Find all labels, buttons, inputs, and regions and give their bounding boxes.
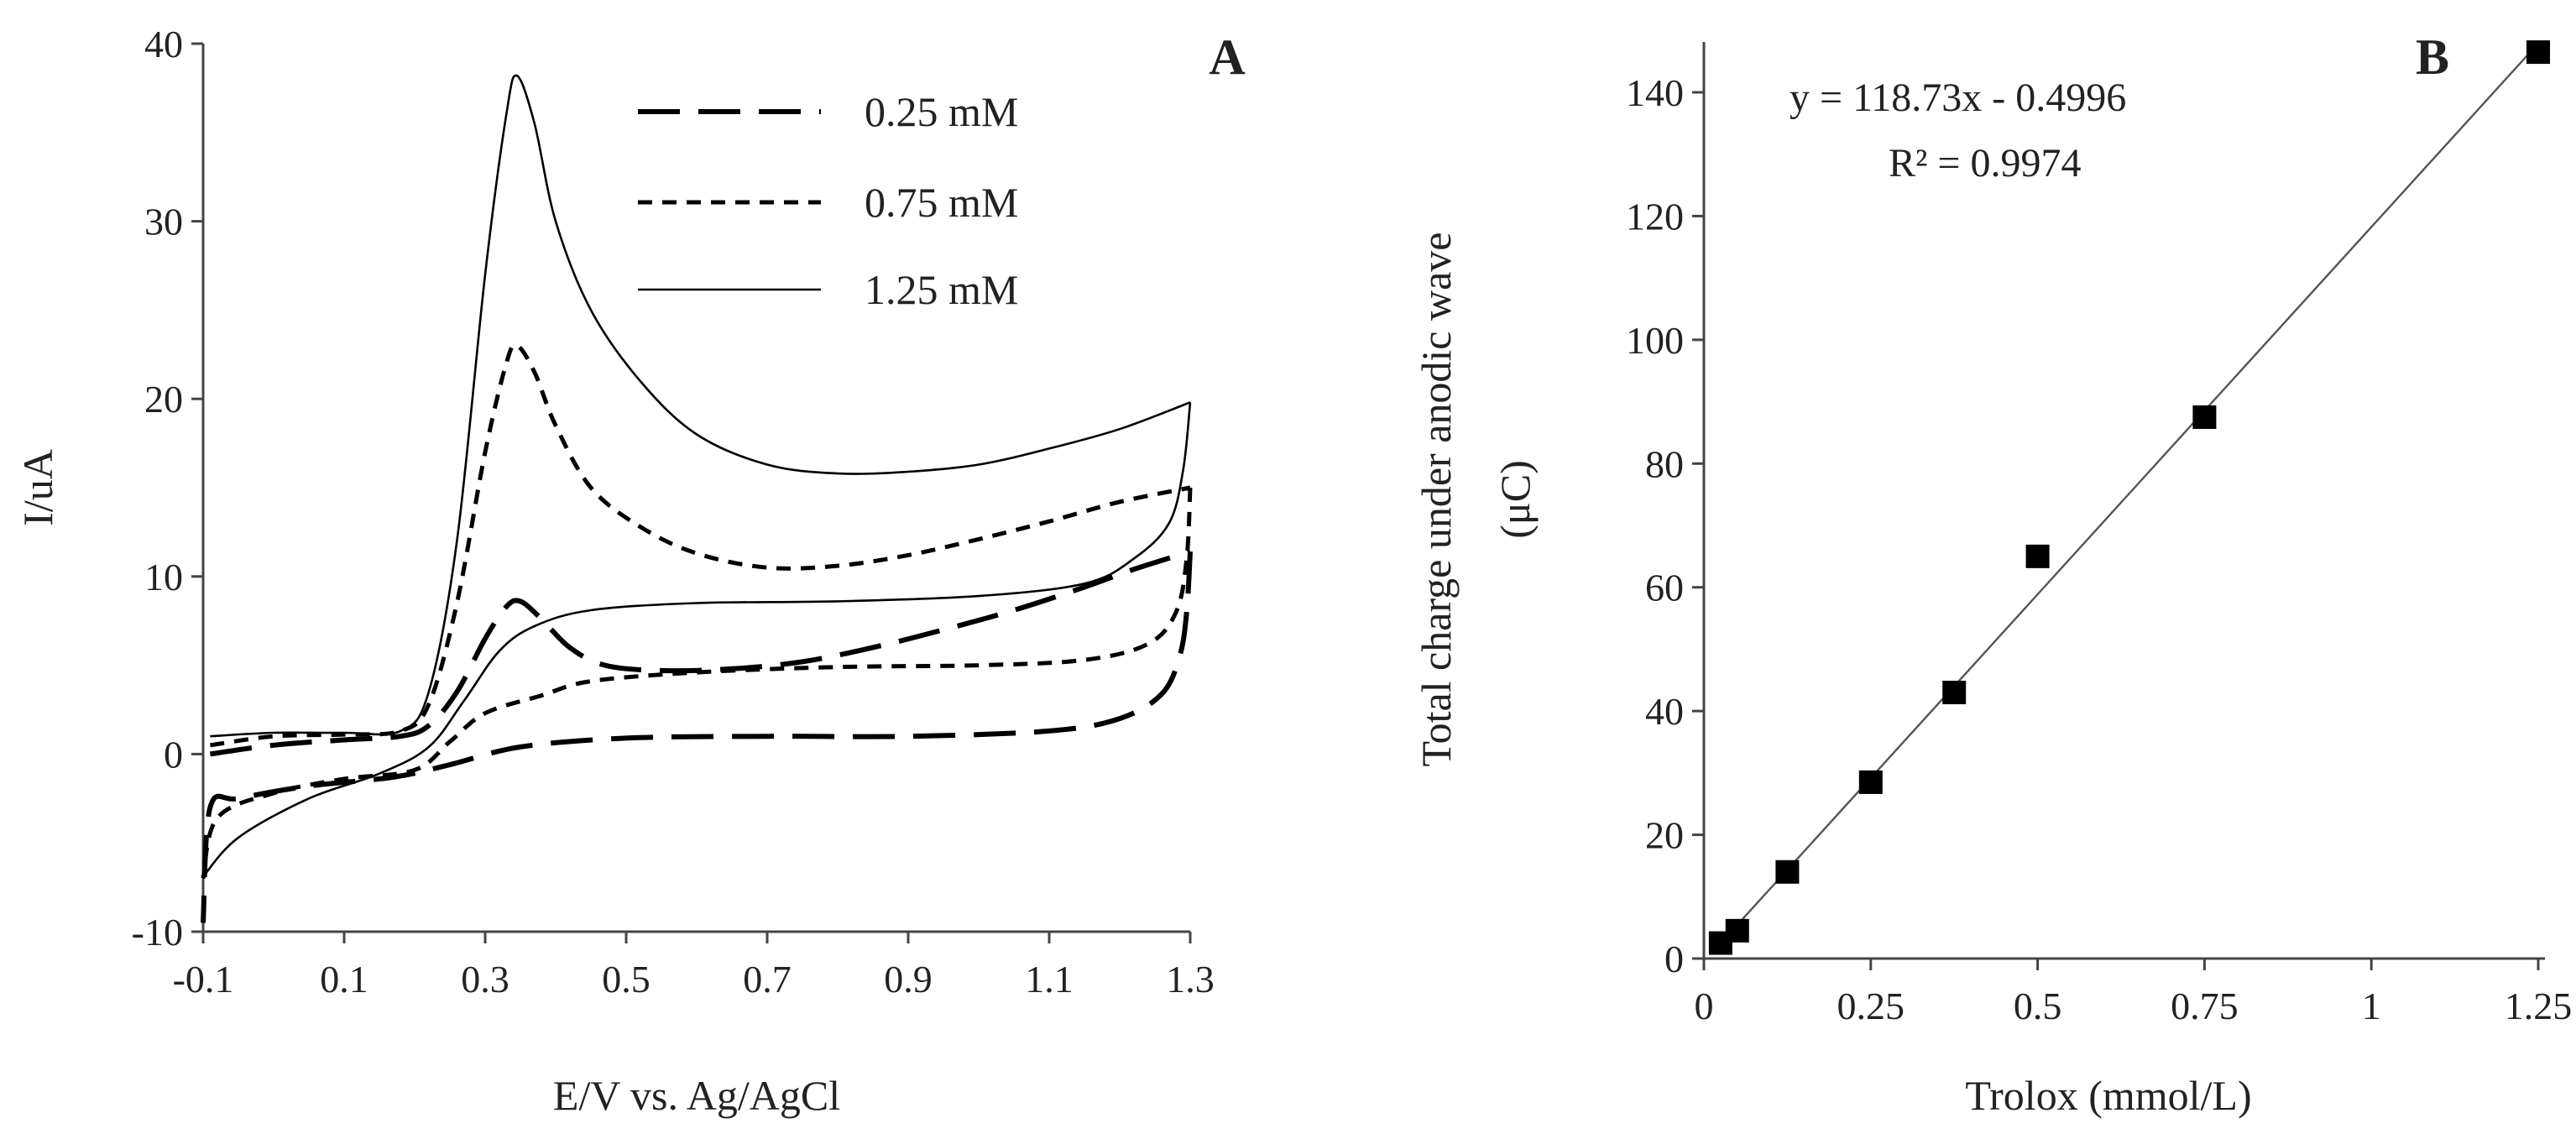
legend-label-1.25mM: 1.25 mM xyxy=(865,266,1018,313)
panel-b-y-tick-label: 120 xyxy=(1626,195,1684,238)
panel-b-x-title: Trolox (mmol/L) xyxy=(1965,1072,2251,1119)
panel-b-x-tick-label: 0.25 xyxy=(1837,985,1905,1027)
panel-a-x-tick-label: -0.1 xyxy=(173,958,234,1001)
panel-b-x-tick-label: 1.25 xyxy=(2505,985,2573,1027)
panel-b-x-tick-label: 0.75 xyxy=(2171,985,2239,1027)
panel-a-y-title: I/uA xyxy=(14,449,61,526)
cv-series-1.25mM xyxy=(202,74,1192,878)
data-point xyxy=(1942,681,1967,705)
data-point xyxy=(2192,405,2217,429)
panel-b-y-tick-label: 80 xyxy=(1645,442,1684,485)
data-point xyxy=(2526,40,2550,65)
panel-a-legend: 0.25 mM 0.75 mM 1.25 mM xyxy=(638,88,1018,313)
panel-a-y-tick-label: 10 xyxy=(144,556,183,598)
panel-a-x-tick-label: 0.1 xyxy=(320,958,368,1001)
panel-a-y-tick-label: 20 xyxy=(144,378,183,421)
trendline xyxy=(1716,42,2539,948)
panel-b-y-tick-label: 60 xyxy=(1645,567,1684,609)
panel-a-x-tick-label: 0.9 xyxy=(884,958,933,1001)
panel-a-y-tick-label: -10 xyxy=(132,911,183,954)
panel-a-y-tick-label: 40 xyxy=(144,23,183,65)
legend-label-0.25mM: 0.25 mM xyxy=(865,88,1018,135)
panel-a-letter: A xyxy=(1209,29,1245,85)
trendline-equation: y = 118.73x - 0.4996 xyxy=(1790,76,2126,120)
panel-b-y-title-line1: Total charge under anodic wave xyxy=(1413,233,1460,767)
panel-b-y-tick-label: 140 xyxy=(1626,71,1684,114)
panel-b-y-tick-label: 20 xyxy=(1645,814,1684,857)
panel-a-x-tick-label: 0.3 xyxy=(461,958,509,1001)
panel-a-y-tick-label: 30 xyxy=(144,201,183,243)
data-point xyxy=(1775,859,1800,884)
trendline-r-squared: R² = 0.9974 xyxy=(1889,141,2081,185)
panel-a-x-tick-label: 0.5 xyxy=(602,958,651,1001)
panel-b-y-tick-label: 0 xyxy=(1664,938,1684,980)
panel-a-y-tick-label: 0 xyxy=(164,733,183,776)
cv-series-0.25mM xyxy=(201,549,1193,923)
panel-b-y-tick-label: 100 xyxy=(1626,319,1684,362)
panel-a-chart: -0.1 0.1 0.3 0.5 0.7 0.9 1.1 1.3 -10 0 10 20 30 40 I/… xyxy=(14,23,1246,1119)
cv-series-0.75mM xyxy=(201,342,1193,880)
panel-a-x-title: E/V vs. Ag/AgCl xyxy=(553,1072,840,1119)
data-point xyxy=(1725,918,1749,943)
data-point xyxy=(2025,544,2050,568)
panel-b-x-tick-label: 0 xyxy=(1695,985,1714,1027)
panel-b-y-tick-label: 40 xyxy=(1645,690,1684,733)
legend-label-0.75mM: 0.75 mM xyxy=(865,179,1018,226)
data-point xyxy=(1858,770,1883,794)
panel-b-x-tick-label: 0.5 xyxy=(2014,985,2062,1027)
panel-a-x-tick-label: 0.7 xyxy=(743,958,792,1001)
panel-a-x-tick-label: 1.1 xyxy=(1025,958,1074,1001)
panel-a-x-tick-label: 1.3 xyxy=(1166,958,1215,1001)
panel-b-y-title-line2: (μC) xyxy=(1492,460,1539,538)
panel-b-letter: B xyxy=(2416,29,2449,85)
panel-b-x-tick-label: 1 xyxy=(2362,985,2381,1027)
panel-b-chart: 0 0.25 0.5 0.75 1 1.25 0 20 40 60 80 100 120 140 Tota… xyxy=(1413,29,2572,1119)
